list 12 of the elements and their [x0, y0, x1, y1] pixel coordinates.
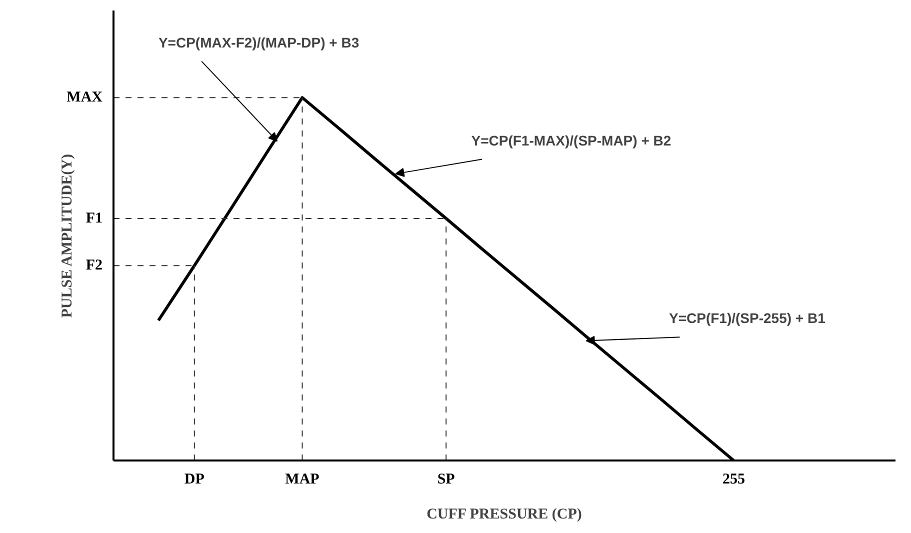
x-tick-label: DP	[184, 472, 204, 488]
ref-line-label: MAX	[66, 90, 103, 106]
text: Y=CP(MAX-F2)/(MAP-DP) + B3	[158, 34, 360, 50]
annotation: Y=CP(F1)/(SP-255) + B1	[668, 310, 826, 326]
annotation: Y=CP(F1-MAX)/(SP-MAP) + B2	[471, 132, 672, 148]
x-axis-title: CUFF PRESSURE (CP)	[426, 506, 582, 522]
ref-line-label: F2	[86, 258, 103, 274]
y-axis-title: PULSE AMPLITUDE(Y)	[60, 154, 76, 318]
ref-line-label: F1	[86, 210, 103, 226]
x-tick-label: SP	[437, 472, 455, 488]
x-tick-label: 255	[722, 472, 745, 488]
x-tick-label: MAP	[285, 472, 320, 488]
